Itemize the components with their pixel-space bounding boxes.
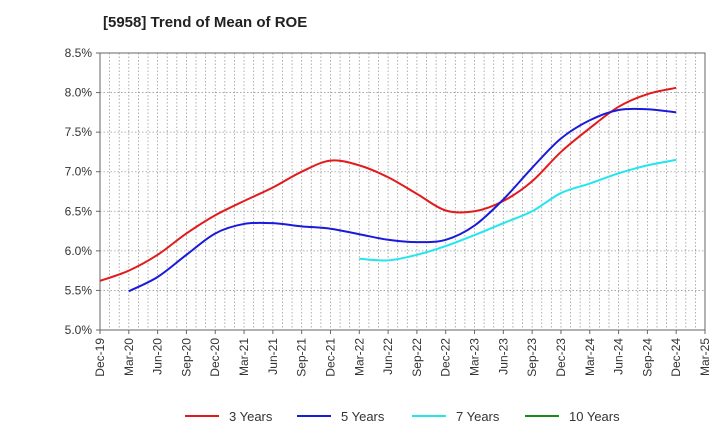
plot-area bbox=[100, 53, 705, 330]
y-tick-label: 5.0% bbox=[65, 323, 93, 337]
legend-swatch bbox=[185, 415, 219, 417]
x-tick-labels: Dec-19 Mar-20 Jun-20 Sep-20 Dec-20 Mar-21 Jun-… bbox=[93, 338, 712, 377]
legend-item: 3 Years bbox=[185, 406, 272, 426]
x-tick-label: Sep-20 bbox=[179, 338, 193, 377]
legend-label: 10 Years bbox=[569, 408, 620, 424]
x-tick-label: Jun-20 bbox=[151, 338, 165, 375]
x-tick-label: Mar-24 bbox=[583, 338, 597, 376]
x-tick-label: Jun-21 bbox=[266, 338, 280, 375]
x-tick-label: Sep-23 bbox=[525, 338, 539, 377]
plot-frame bbox=[99, 52, 706, 331]
legend: 3 Years 5 Years 7 Years 10 Years bbox=[0, 406, 720, 426]
axes bbox=[96, 52, 706, 334]
series-line-7-years bbox=[359, 158, 677, 262]
x-tick-label: Jun-23 bbox=[496, 338, 510, 375]
x-tick-label: Dec-21 bbox=[323, 338, 337, 377]
x-tick-label: Mar-25 bbox=[698, 338, 712, 376]
legend-swatch bbox=[297, 415, 331, 417]
x-tick-label: Dec-20 bbox=[208, 338, 222, 377]
series-line-3-years bbox=[99, 86, 677, 282]
x-tick-label: Jun-22 bbox=[381, 338, 395, 375]
y-tick-labels: 5.0% 5.5% 6.0% 6.5% 7.0% 7.5% 8.0% 8.5% bbox=[65, 46, 93, 337]
chart-title: [5958] Trend of Mean of ROE bbox=[103, 14, 308, 31]
legend-item: 5 Years bbox=[297, 406, 384, 426]
x-tick-label: Dec-19 bbox=[93, 338, 107, 377]
x-tick-label: Sep-22 bbox=[410, 338, 424, 377]
legend-label: 5 Years bbox=[341, 408, 385, 424]
x-tick-label: Dec-23 bbox=[554, 338, 568, 377]
x-tick-label: Dec-24 bbox=[669, 338, 683, 377]
y-tick-label: 8.5% bbox=[65, 46, 93, 60]
y-tick-label: 6.5% bbox=[65, 204, 93, 218]
x-tick-label: Mar-21 bbox=[237, 338, 251, 376]
series-line-5-years bbox=[128, 107, 677, 293]
legend-swatch bbox=[412, 415, 446, 417]
y-tick-label: 8.0% bbox=[65, 86, 93, 100]
y-tick-label: 6.0% bbox=[65, 244, 93, 258]
legend-item: 10 Years bbox=[525, 406, 620, 426]
grid-lines bbox=[100, 53, 705, 330]
x-tick-label: Mar-23 bbox=[468, 338, 482, 376]
x-tick-label: Sep-24 bbox=[640, 338, 654, 377]
x-tick-label: Mar-20 bbox=[122, 338, 136, 376]
series-lines bbox=[99, 86, 677, 293]
legend-label: 7 Years bbox=[456, 408, 500, 424]
x-tick-label: Mar-22 bbox=[352, 338, 366, 376]
x-tick-label: Sep-21 bbox=[295, 338, 309, 377]
x-tick-label: Jun-24 bbox=[612, 338, 626, 375]
legend-swatch bbox=[525, 415, 559, 417]
legend-item: 7 Years bbox=[412, 406, 499, 426]
y-tick-label: 5.5% bbox=[65, 283, 93, 297]
y-tick-label: 7.5% bbox=[65, 125, 93, 139]
legend-label: 3 Years bbox=[229, 408, 273, 424]
y-tick-label: 7.0% bbox=[65, 165, 93, 179]
x-tick-label: Dec-22 bbox=[439, 338, 453, 377]
